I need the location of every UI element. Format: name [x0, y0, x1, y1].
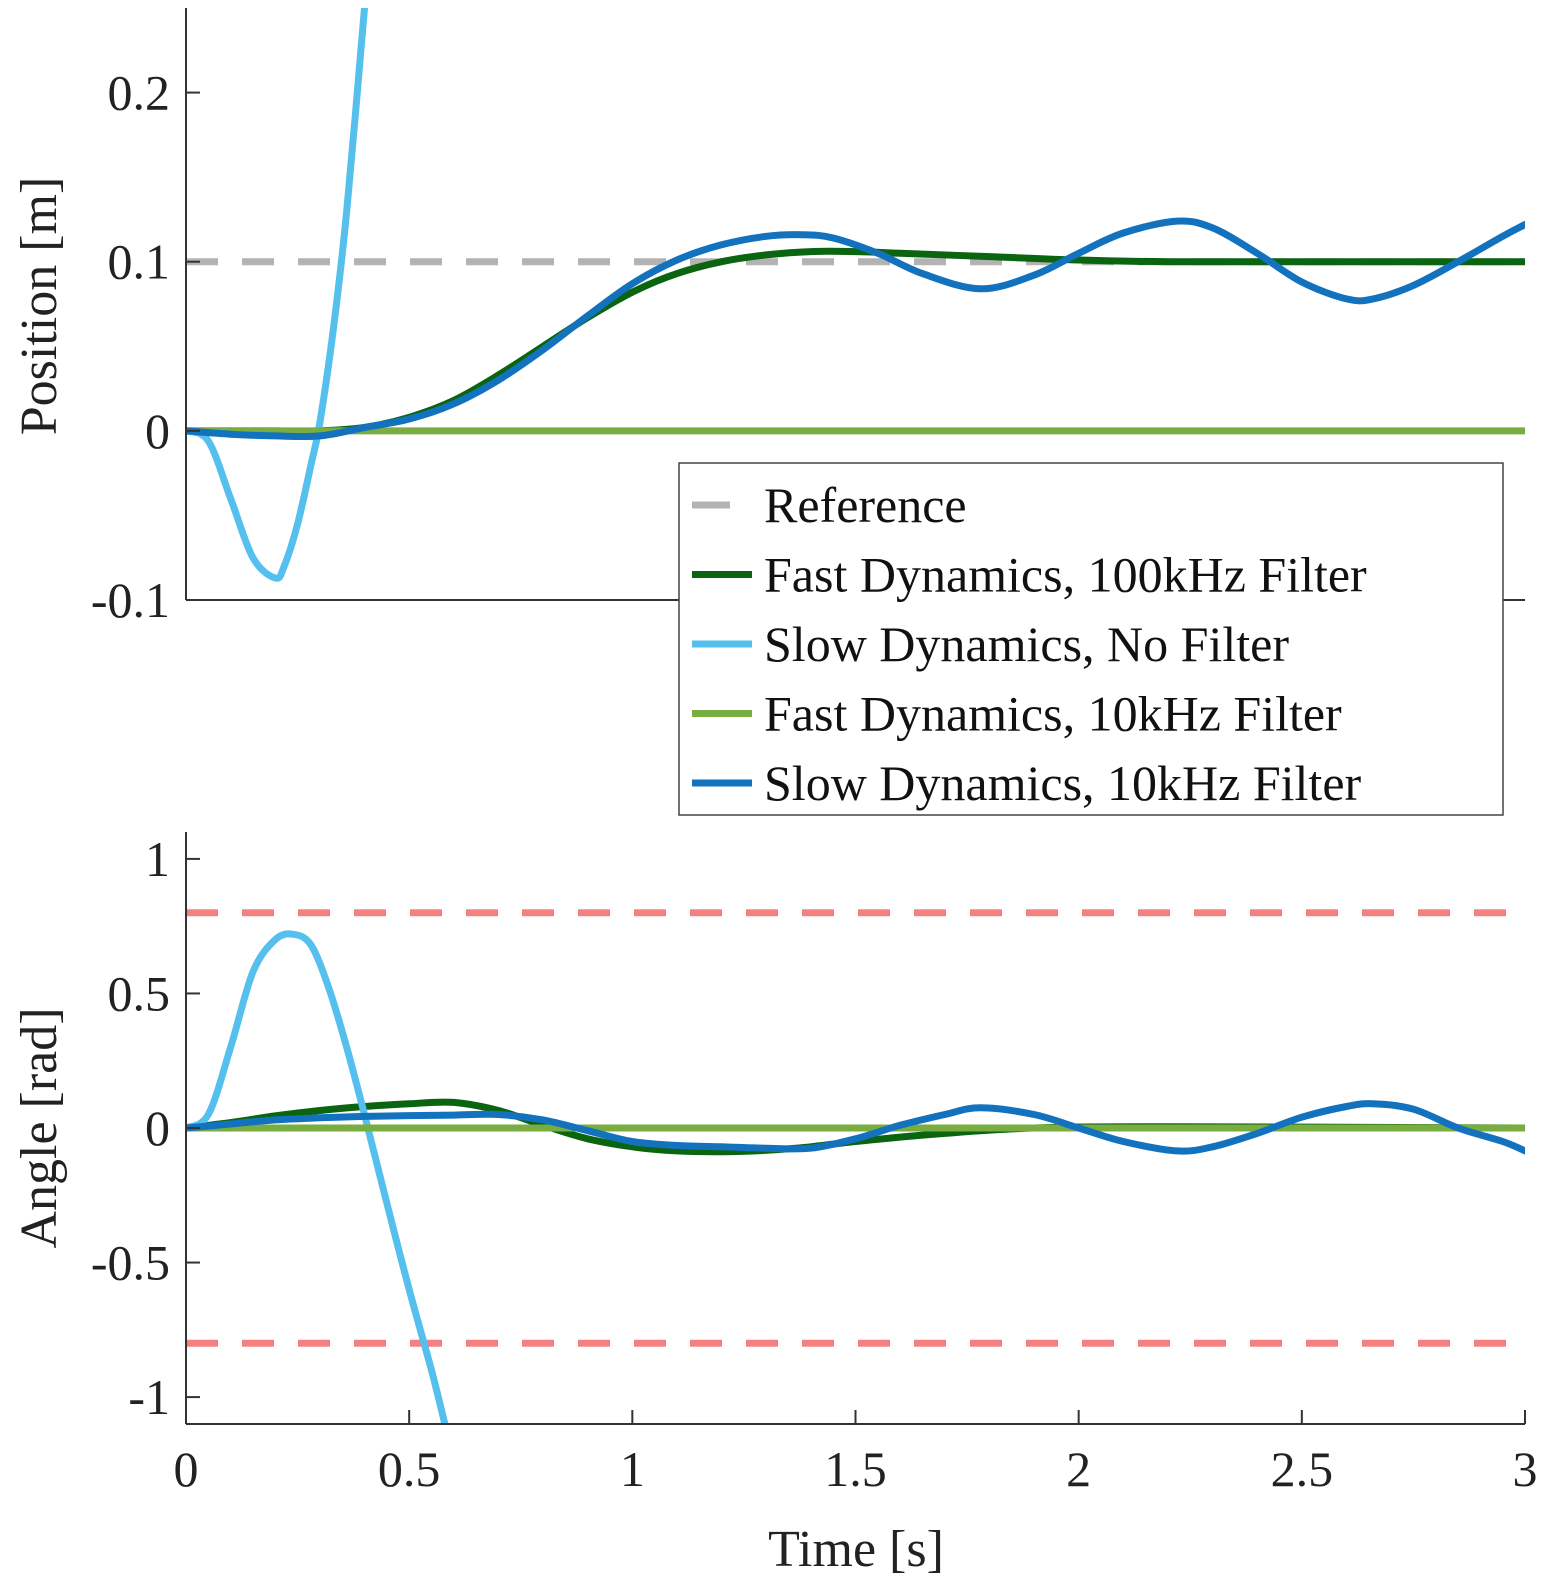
angle-x-tick-label: 3 — [1513, 1441, 1538, 1497]
angle-x-tick-label: 2.5 — [1271, 1441, 1334, 1497]
angle-x-tick-label: 1 — [620, 1441, 645, 1497]
legend-label-reference: Reference — [764, 477, 967, 533]
angle-ticks: -1 -0.5 0 0.5 1 0 0.5 1 1.5 2 2.5 3 — [91, 831, 1538, 1497]
legend-entries: Reference Fast Dynamics, 100kHz Filter Slo… — [692, 477, 1367, 811]
legend-label-fast-dynamics-10khz-filter: Fast Dynamics, 10kHz Filter — [764, 686, 1342, 742]
angle-series-slow-dynamics-no-filter — [186, 930, 449, 1424]
angle-x-tick-label: 2 — [1066, 1441, 1091, 1497]
legend: Reference Fast Dynamics, 100kHz Filter Slo… — [678, 462, 1504, 816]
position-series-slow-dynamics-no-filter — [186, 8, 368, 582]
angle-y-axis-label: Angle [rad] — [11, 1007, 68, 1248]
position-y-axis-label: Position [m] — [11, 177, 68, 436]
legend-box — [678, 462, 1504, 816]
position-series-layer — [186, 8, 1525, 582]
position-ticks: -0.1 0 0.1 0.2 — [91, 65, 200, 628]
angle-series-slow-dynamics-10khz-filter — [186, 1100, 1525, 1155]
position-y-tick-label: 0 — [145, 403, 170, 459]
position-axes: -0.1 0 0.1 0.2 Position [m] — [11, 8, 1525, 628]
legend-label-slow-dynamics-no-filter: Slow Dynamics, No Filter — [764, 616, 1289, 672]
position-y-tick-label: -0.1 — [91, 572, 170, 628]
angle-y-tick-label: 0 — [145, 1100, 170, 1156]
position-y-tick-label: 0.1 — [108, 234, 171, 290]
angle-y-tick-label: 1 — [145, 831, 170, 887]
angle-x-tick-label: 1.5 — [824, 1441, 887, 1497]
position-series-slow-dynamics-10khz-filter — [186, 217, 1525, 441]
angle-y-tick-label: -0.5 — [91, 1235, 170, 1291]
angle-series-layer — [186, 909, 1525, 1424]
angle-x-tick-label: 0 — [174, 1441, 199, 1497]
position-y-tick-label: 0.2 — [108, 65, 171, 121]
position-series-fast-dynamics-100khz-filter — [186, 247, 1525, 435]
angle-y-tick-label: 0.5 — [108, 965, 171, 1021]
time-x-axis-label: Time [s] — [768, 1521, 944, 1578]
angle-axes: -1 -0.5 0 0.5 1 0 0.5 1 1.5 2 2.5 3 Angle [rad] Tim… — [11, 831, 1538, 1578]
legend-label-slow-dynamics-10khz-filter: Slow Dynamics, 10kHz Filter — [764, 755, 1362, 811]
legend-label-fast-dynamics-100khz-filter: Fast Dynamics, 100kHz Filter — [764, 547, 1367, 603]
angle-y-tick-label: -1 — [128, 1369, 170, 1425]
angle-x-tick-label: 0.5 — [378, 1441, 441, 1497]
